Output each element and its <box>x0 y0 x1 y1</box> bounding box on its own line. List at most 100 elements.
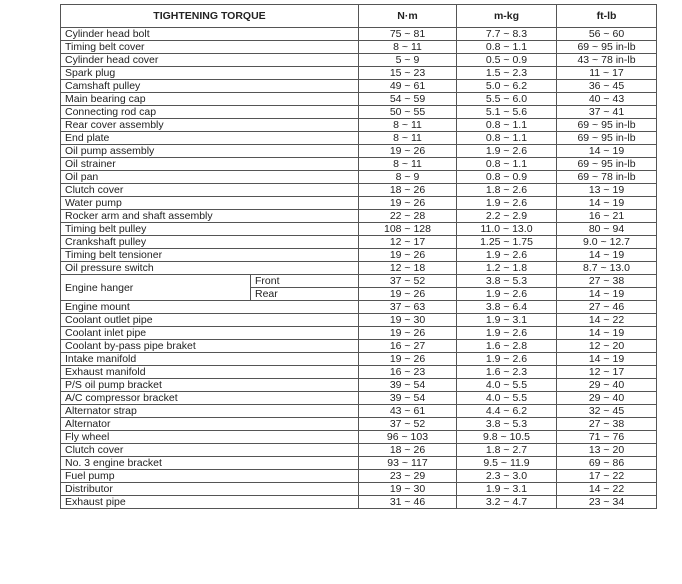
table-row: Oil pump assembly 19 ~ 26 1.9 ~ 2.6 14 ~ 19 <box>60 144 657 158</box>
item-name: Cylinder head bolt <box>60 27 359 41</box>
table-row: Coolant outlet pipe 19 ~ 30 1.9 ~ 3.1 14 ~ … <box>60 313 657 327</box>
value-mkg: 11.0 ~ 13.0 <box>456 222 557 236</box>
value-mkg: 3.2 ~ 4.7 <box>456 495 557 509</box>
item-name: Clutch cover <box>60 183 359 197</box>
value-nm: 5 ~ 9 <box>358 53 457 67</box>
value-nm: 54 ~ 59 <box>358 92 457 106</box>
value-mkg: 1.9 ~ 2.6 <box>456 144 557 158</box>
item-name: Exhaust manifold <box>60 365 359 379</box>
item-name: End plate <box>60 131 359 145</box>
value-nm: 16 ~ 27 <box>358 339 457 353</box>
value-ftlb: 40 ~ 43 <box>556 92 657 106</box>
item-name: Timing belt pulley <box>60 222 359 236</box>
value-ftlb: 14 ~ 19 <box>556 144 657 158</box>
table-row: Fly wheel 96 ~ 103 9.8 ~ 10.5 71 ~ 76 <box>60 430 657 444</box>
value-nm: 93 ~ 117 <box>358 456 457 470</box>
value-ftlb: 27 ~ 46 <box>556 300 657 314</box>
value-mkg: 5.5 ~ 6.0 <box>456 92 557 106</box>
value-mkg: 0.8 ~ 1.1 <box>456 157 557 171</box>
table-row: Coolant by-pass pipe braket 16 ~ 27 1.6 ~ … <box>60 339 657 353</box>
value-ftlb: 80 ~ 94 <box>556 222 657 236</box>
value-nm: 49 ~ 61 <box>358 79 457 93</box>
value-nm: 19 ~ 26 <box>358 287 457 301</box>
value-ftlb: 8.7 ~ 13.0 <box>556 261 657 275</box>
table-row: Cylinder head bolt 75 ~ 81 7.7 ~ 8.3 56 ~ 6… <box>60 27 657 41</box>
value-ftlb: 69 ~ 95 in-lb <box>556 118 657 132</box>
value-mkg: 7.7 ~ 8.3 <box>456 27 557 41</box>
value-ftlb: 27 ~ 38 <box>556 274 657 288</box>
sub-item-front: Front <box>250 274 359 288</box>
value-ftlb: 14 ~ 19 <box>556 326 657 340</box>
value-ftlb: 56 ~ 60 <box>556 27 657 41</box>
value-nm: 22 ~ 28 <box>358 209 457 223</box>
value-mkg: 1.2 ~ 1.8 <box>456 261 557 275</box>
value-nm: 19 ~ 26 <box>358 196 457 210</box>
header-ftlb: ft-lb <box>556 4 657 28</box>
item-name: Main bearing cap <box>60 92 359 106</box>
value-ftlb: 29 ~ 40 <box>556 378 657 392</box>
item-name: Timing belt tensioner <box>60 248 359 262</box>
value-nm: 37 ~ 63 <box>358 300 457 314</box>
value-mkg: 1.9 ~ 2.6 <box>456 248 557 262</box>
value-nm: 23 ~ 29 <box>358 469 457 483</box>
table-row: Cylinder head cover 5 ~ 9 0.5 ~ 0.9 43 ~ 78… <box>60 53 657 67</box>
value-mkg: 3.8 ~ 5.3 <box>456 417 557 431</box>
item-name: Alternator <box>60 417 359 431</box>
item-name: Rear cover assembly <box>60 118 359 132</box>
value-ftlb: 69 ~ 95 in-lb <box>556 131 657 145</box>
value-ftlb: 69 ~ 95 in-lb <box>556 40 657 54</box>
table-row: Engine mount 37 ~ 63 3.8 ~ 6.4 27 ~ 46 <box>60 300 657 314</box>
value-nm: 8 ~ 9 <box>358 170 457 184</box>
value-ftlb: 12 ~ 17 <box>556 365 657 379</box>
table-row: Timing belt tensioner 19 ~ 26 1.9 ~ 2.6 14 … <box>60 248 657 262</box>
table-row: Exhaust manifold 16 ~ 23 1.6 ~ 2.3 12 ~ 17 <box>60 365 657 379</box>
value-nm: 108 ~ 128 <box>358 222 457 236</box>
value-ftlb: 13 ~ 20 <box>556 443 657 457</box>
value-nm: 8 ~ 11 <box>358 157 457 171</box>
item-name: Spark plug <box>60 66 359 80</box>
item-name: Coolant inlet pipe <box>60 326 359 340</box>
value-ftlb: 11 ~ 17 <box>556 66 657 80</box>
item-name: Fuel pump <box>60 469 359 483</box>
value-mkg: 1.6 ~ 2.3 <box>456 365 557 379</box>
value-ftlb: 32 ~ 45 <box>556 404 657 418</box>
value-nm: 12 ~ 18 <box>358 261 457 275</box>
value-nm: 75 ~ 81 <box>358 27 457 41</box>
value-nm: 16 ~ 23 <box>358 365 457 379</box>
value-nm: 18 ~ 26 <box>358 183 457 197</box>
value-mkg: 1.9 ~ 2.6 <box>456 326 557 340</box>
item-name: Engine hanger <box>60 274 251 301</box>
table-row: Oil strainer 8 ~ 11 0.8 ~ 1.1 69 ~ 95 in-lb <box>60 157 657 171</box>
item-name: Water pump <box>60 196 359 210</box>
value-mkg: 1.8 ~ 2.6 <box>456 183 557 197</box>
header-mkg: m-kg <box>456 4 557 28</box>
item-name: Oil pan <box>60 170 359 184</box>
value-ftlb: 13 ~ 19 <box>556 183 657 197</box>
value-ftlb: 71 ~ 76 <box>556 430 657 444</box>
table-row: P/S oil pump bracket 39 ~ 54 4.0 ~ 5.5 29 ~… <box>60 378 657 392</box>
value-ftlb: 36 ~ 45 <box>556 79 657 93</box>
table-row: Engine hanger Front 37 ~ 52 3.8 ~ 5.3 27 ~ 3… <box>60 274 657 301</box>
table-row: Connecting rod cap 50 ~ 55 5.1 ~ 5.6 37 ~ 4… <box>60 105 657 119</box>
value-mkg: 0.5 ~ 0.9 <box>456 53 557 67</box>
table-row: End plate 8 ~ 11 0.8 ~ 1.1 69 ~ 95 in-lb <box>60 131 657 145</box>
item-name: Timing belt cover <box>60 40 359 54</box>
value-mkg: 1.9 ~ 2.6 <box>456 352 557 366</box>
value-mkg: 0.8 ~ 1.1 <box>456 118 557 132</box>
table-row: Intake manifold 19 ~ 26 1.9 ~ 2.6 14 ~ 19 <box>60 352 657 366</box>
value-mkg: 9.8 ~ 10.5 <box>456 430 557 444</box>
table-body: Cylinder head bolt 75 ~ 81 7.7 ~ 8.3 56 ~ 6… <box>60 27 657 509</box>
value-mkg: 2.2 ~ 2.9 <box>456 209 557 223</box>
item-name: Oil pressure switch <box>60 261 359 275</box>
item-name: Coolant outlet pipe <box>60 313 359 327</box>
value-mkg: 9.5 ~ 11.9 <box>456 456 557 470</box>
table-row: Camshaft pulley 49 ~ 61 5.0 ~ 6.2 36 ~ 45 <box>60 79 657 93</box>
value-nm: 12 ~ 17 <box>358 235 457 249</box>
item-name: Alternator strap <box>60 404 359 418</box>
table-row: Exhaust pipe 31 ~ 46 3.2 ~ 4.7 23 ~ 34 <box>60 495 657 509</box>
value-nm: 19 ~ 26 <box>358 144 457 158</box>
value-nm: 19 ~ 26 <box>358 248 457 262</box>
value-mkg: 3.8 ~ 5.3 <box>456 274 557 288</box>
value-mkg: 1.8 ~ 2.7 <box>456 443 557 457</box>
item-name: Cylinder head cover <box>60 53 359 67</box>
